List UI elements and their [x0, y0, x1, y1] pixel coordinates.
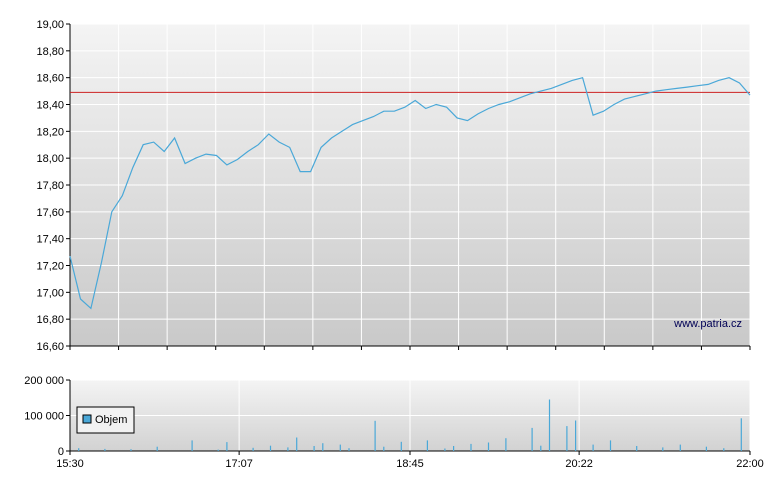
volume-bar	[592, 444, 594, 451]
volume-bar	[705, 446, 707, 451]
volume-y-tick-label: 200 000	[24, 375, 64, 387]
volume-x-tick-label: 17:07	[225, 458, 253, 470]
volume-bar	[662, 447, 664, 451]
volume-bar	[383, 446, 385, 451]
volume-bar	[348, 448, 350, 451]
volume-bar	[679, 444, 681, 451]
price-y-tick-label: 17,80	[36, 180, 64, 192]
legend-swatch	[82, 414, 92, 424]
volume-y-tick-label: 0	[58, 446, 64, 458]
price-y-tick-label: 16,60	[36, 341, 64, 353]
volume-bar	[548, 399, 551, 451]
volume-bar	[609, 440, 612, 451]
volume-bar	[540, 445, 542, 451]
price-series-line	[69, 76, 751, 310]
volume-bar	[287, 447, 289, 451]
price-y-tick-label: 17,00	[36, 287, 64, 299]
volume-bar	[252, 447, 254, 451]
volume-bar	[566, 426, 568, 451]
price-y-tick-label: 18,80	[36, 46, 64, 58]
volume-x-tick-label: 20:22	[565, 458, 593, 470]
volume-bar	[531, 427, 533, 451]
volume-bar	[723, 448, 725, 451]
volume-bar	[130, 449, 132, 451]
volume-bar	[400, 441, 402, 451]
price-y-tick-label: 17,40	[36, 234, 64, 246]
price-y-tick-label: 18,60	[36, 73, 64, 85]
volume-y-ticks: 200 000 100 000 0	[24, 375, 70, 458]
price-y-tick-label: 18,40	[36, 100, 64, 112]
volume-bars	[78, 399, 742, 451]
volume-bar	[269, 445, 272, 451]
volume-x-tick-label: 22:00	[736, 458, 764, 470]
volume-x-tick-label: 15:30	[56, 458, 84, 470]
price-y-tick-label: 18,20	[36, 126, 64, 138]
price-x-ticks	[69, 346, 751, 350]
legend-label: Objem	[95, 414, 127, 426]
price-y-tick-label: 18,00	[36, 153, 64, 165]
volume-bar	[453, 446, 455, 451]
volume-bar	[636, 446, 638, 451]
volume-bar	[339, 444, 341, 451]
price-y-tick-label: 17,60	[36, 207, 64, 219]
volume-bar	[78, 448, 80, 451]
volume-bar	[296, 437, 298, 451]
volume-bar	[313, 446, 315, 451]
volume-bar	[575, 420, 577, 451]
volume-bar	[444, 448, 446, 451]
volume-bar	[374, 420, 376, 451]
volume-bar	[156, 446, 158, 451]
volume-bar	[470, 443, 472, 451]
price-y-ticks: 19,00 18,80 18,60 18,40 18,20 18,00 17,80 17,60…	[36, 19, 70, 353]
volume-bar	[505, 438, 507, 451]
volume-x-ticks: 15:30 17:07 18:45 20:22 22:00	[56, 451, 764, 470]
volume-legend: Objem	[76, 406, 135, 434]
price-y-tick-label: 16,80	[36, 314, 64, 326]
volume-x-tick-label: 18:45	[396, 458, 424, 470]
volume-bar	[104, 448, 106, 451]
volume-bar	[487, 442, 490, 451]
price-grid	[69, 23, 751, 347]
volume-bar	[740, 418, 742, 451]
volume-y-tick-label: 100 000	[24, 411, 64, 423]
volume-bar	[191, 440, 193, 451]
volume-bar	[217, 449, 219, 451]
watermark: www.patria.cz	[673, 318, 742, 330]
price-y-tick-label: 19,00	[36, 19, 64, 31]
volume-bar	[226, 442, 228, 451]
volume-bar	[426, 440, 428, 451]
volume-bar	[322, 443, 324, 451]
price-y-tick-label: 17,20	[36, 261, 64, 273]
